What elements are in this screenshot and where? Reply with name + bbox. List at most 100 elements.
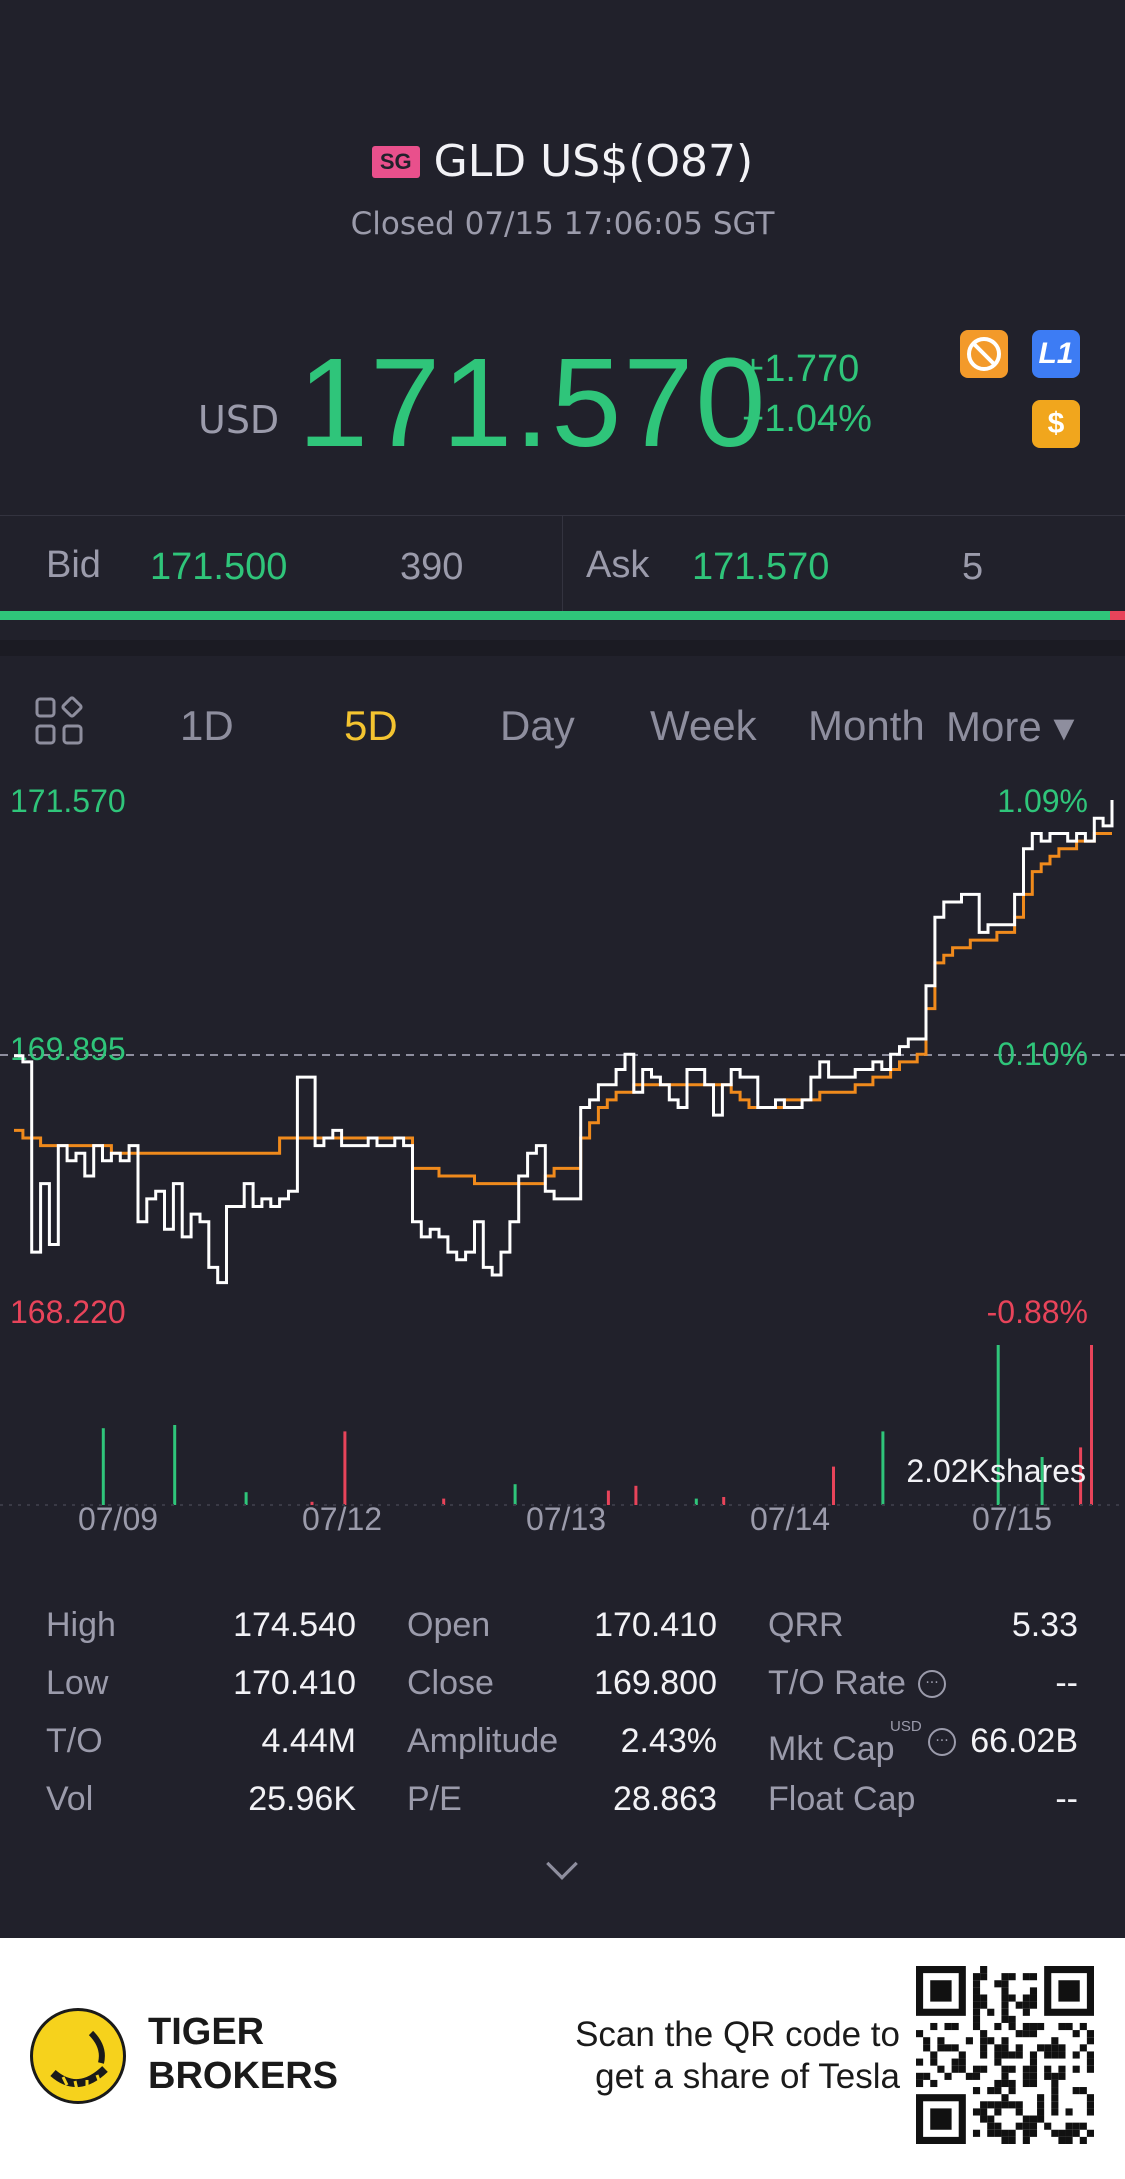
y-label-high: 171.570 bbox=[10, 783, 126, 819]
change-value: +1.770 bbox=[742, 348, 860, 390]
tab-month[interactable]: Month bbox=[808, 702, 925, 749]
volume-bar bbox=[694, 1498, 698, 1505]
qr-code-icon[interactable] bbox=[916, 1966, 1094, 2144]
bid-size: 390 bbox=[400, 546, 464, 588]
brand-line-2: BROKERS bbox=[148, 2055, 339, 2097]
x-label-0712: 07/12 bbox=[302, 1501, 382, 1537]
y-label-low: 168.220 bbox=[10, 1294, 126, 1330]
stat-value-close: 169.800 bbox=[594, 1664, 717, 1702]
promo-line-2: get a share of Tesla bbox=[595, 2057, 900, 2096]
y-pct-mid: 0.10% bbox=[997, 1036, 1088, 1072]
volume-bar bbox=[1079, 1447, 1083, 1505]
info-icon[interactable]: ··· bbox=[918, 1670, 946, 1698]
stat-value-to-rate: -- bbox=[1055, 1664, 1078, 1702]
bid-price: 171.500 bbox=[150, 546, 288, 588]
period-tabs: 1D 5D Day Week Month More ▾ bbox=[0, 640, 1125, 770]
no-short-icon[interactable] bbox=[960, 330, 1008, 378]
volume-bar bbox=[634, 1485, 638, 1505]
stat-label-qrr: QRR bbox=[768, 1606, 844, 1644]
stat-label-mkt-cap: Mkt Cap bbox=[768, 1730, 895, 1768]
volume-label: 2.02Kshares bbox=[906, 1453, 1086, 1489]
ask-ratio-segment bbox=[1110, 611, 1125, 620]
market-badge: SG bbox=[371, 145, 420, 178]
tab-5d[interactable]: 5D bbox=[344, 702, 398, 749]
average-price-line bbox=[14, 832, 1112, 1186]
stat-label-high: High bbox=[46, 1606, 116, 1644]
stat-label-float-cap: Float Cap bbox=[768, 1780, 916, 1818]
stat-value-pe: 28.863 bbox=[613, 1780, 717, 1818]
stat-label-to: T/O bbox=[46, 1722, 103, 1760]
ask-label: Ask bbox=[586, 544, 650, 586]
volume-bar bbox=[1090, 1345, 1093, 1505]
tab-week[interactable]: Week bbox=[650, 702, 757, 749]
stat-label-close: Close bbox=[407, 1664, 494, 1702]
bid-ask-panel[interactable]: Bid 171.500 390 Ask 171.570 5 bbox=[0, 515, 1125, 616]
dollar-icon[interactable]: $ bbox=[1032, 400, 1080, 448]
stat-value-to: 4.44M bbox=[261, 1722, 357, 1760]
volume-bar bbox=[173, 1425, 177, 1505]
volume-bar bbox=[442, 1498, 446, 1505]
tab-more[interactable]: More ▾ bbox=[946, 703, 1075, 750]
brand-line-1: TIGER bbox=[148, 2011, 265, 2053]
x-label-0713: 07/13 bbox=[526, 1501, 606, 1537]
stats-grid: High 174.540 Low 170.410 T/O 4.44M Vol 2… bbox=[0, 1600, 1125, 1880]
volume-bar bbox=[310, 1501, 314, 1505]
stat-value-float-cap: -- bbox=[1055, 1780, 1078, 1818]
volume-bar bbox=[832, 1466, 835, 1505]
volume-bar bbox=[606, 1490, 610, 1505]
volume-bar bbox=[513, 1484, 517, 1505]
price-chart[interactable]: 171.570 169.895 168.220 1.09% 0.10% -0.8… bbox=[0, 770, 1125, 1540]
stat-value-amplitude: 2.43% bbox=[620, 1722, 717, 1760]
volume-bar bbox=[244, 1492, 248, 1505]
mkt-cap-info-icon[interactable]: ··· bbox=[928, 1728, 956, 1756]
y-pct-low: -0.88% bbox=[987, 1294, 1088, 1330]
stat-value-mkt-cap: 66.02B bbox=[970, 1722, 1078, 1760]
ask-size: 5 bbox=[962, 546, 984, 588]
ask-price: 171.570 bbox=[692, 546, 830, 588]
bid-ask-divider bbox=[562, 516, 563, 616]
volume-bar bbox=[881, 1431, 885, 1505]
tab-day[interactable]: Day bbox=[500, 702, 575, 749]
stat-value-vol: 25.96K bbox=[248, 1780, 356, 1818]
last-price: 171.570 bbox=[298, 332, 768, 473]
stat-label-amplitude: Amplitude bbox=[407, 1722, 559, 1760]
market-status: Closed 07/15 17:06:05 SGT bbox=[350, 206, 775, 242]
level1-icon[interactable]: L1 bbox=[1032, 330, 1080, 378]
footer-promo: TIGER BROKERS Scan the QR code to get a … bbox=[0, 1938, 1125, 2179]
stat-value-open: 170.410 bbox=[594, 1606, 717, 1644]
volume-bar bbox=[343, 1431, 347, 1505]
stat-label-pe: P/E bbox=[407, 1780, 462, 1818]
stock-title[interactable]: GLD US$(O87) bbox=[433, 136, 754, 187]
volume-bars bbox=[0, 1345, 1125, 1506]
stat-label-vol: Vol bbox=[46, 1780, 94, 1818]
stat-label-low: Low bbox=[46, 1664, 109, 1702]
volume-bar bbox=[722, 1497, 726, 1505]
tab-1d[interactable]: 1D bbox=[180, 702, 234, 749]
stat-label-open: Open bbox=[407, 1606, 491, 1644]
volume-bar bbox=[101, 1428, 105, 1505]
x-label-0709: 07/09 bbox=[78, 1501, 158, 1537]
mkt-cap-currency: USD bbox=[890, 1718, 922, 1735]
stat-value-qrr: 5.33 bbox=[1011, 1606, 1078, 1644]
stat-value-low: 170.410 bbox=[233, 1664, 356, 1702]
stat-label-to-rate: T/O Rate bbox=[768, 1664, 906, 1702]
x-label-0715: 07/15 bbox=[972, 1501, 1052, 1537]
volume-bar bbox=[1040, 1457, 1044, 1505]
quote-panel: USD 171.570 +1.770 +1.04% L1 $ bbox=[0, 330, 1125, 473]
promo-line-1: Scan the QR code to bbox=[575, 2015, 900, 2054]
price-line bbox=[14, 800, 1114, 1285]
change-percent: +1.04% bbox=[742, 398, 872, 440]
price-change: +1.770 +1.04% bbox=[742, 344, 872, 444]
tiger-logo-icon bbox=[30, 2008, 126, 2104]
bid-label: Bid bbox=[46, 544, 101, 586]
y-pct-high: 1.09% bbox=[997, 783, 1088, 819]
indicator-grid-icon[interactable] bbox=[34, 696, 84, 746]
volume-bar bbox=[996, 1345, 1000, 1505]
brand-name: TIGER BROKERS bbox=[148, 2010, 338, 2098]
promo-text: Scan the QR code to get a share of Tesla bbox=[575, 2014, 900, 2098]
currency-label: USD bbox=[198, 398, 280, 442]
x-label-0714: 07/14 bbox=[750, 1501, 830, 1537]
bid-ask-ratio-bar bbox=[0, 611, 1125, 620]
stat-value-high: 174.540 bbox=[233, 1606, 356, 1644]
title-row: SG GLD US$(O87) bbox=[0, 136, 1125, 187]
